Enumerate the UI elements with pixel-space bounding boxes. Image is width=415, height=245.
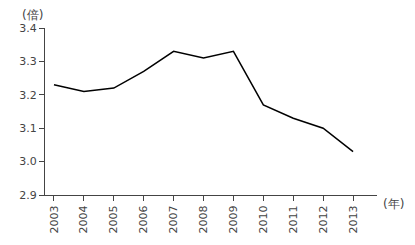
svg-text:3.1: 3.1 [19, 122, 37, 135]
svg-text:(倍): (倍) [22, 8, 43, 22]
svg-text:2006: 2006 [137, 205, 150, 233]
svg-text:2012: 2012 [317, 205, 330, 233]
svg-text:3.0: 3.0 [19, 155, 37, 168]
svg-text:(年): (年) [383, 197, 404, 211]
svg-text:2009: 2009 [227, 205, 240, 233]
svg-text:2013: 2013 [347, 205, 360, 233]
svg-text:2008: 2008 [197, 205, 210, 233]
svg-text:3.3: 3.3 [19, 55, 37, 68]
svg-text:2010: 2010 [257, 205, 270, 233]
svg-text:2005: 2005 [107, 205, 120, 233]
svg-text:2.9: 2.9 [19, 189, 37, 202]
svg-text:2011: 2011 [287, 205, 300, 233]
svg-text:2007: 2007 [167, 205, 180, 233]
svg-text:2003: 2003 [48, 205, 61, 233]
svg-text:3.4: 3.4 [19, 22, 37, 35]
svg-text:3.2: 3.2 [19, 89, 37, 102]
svg-text:2004: 2004 [77, 205, 90, 233]
